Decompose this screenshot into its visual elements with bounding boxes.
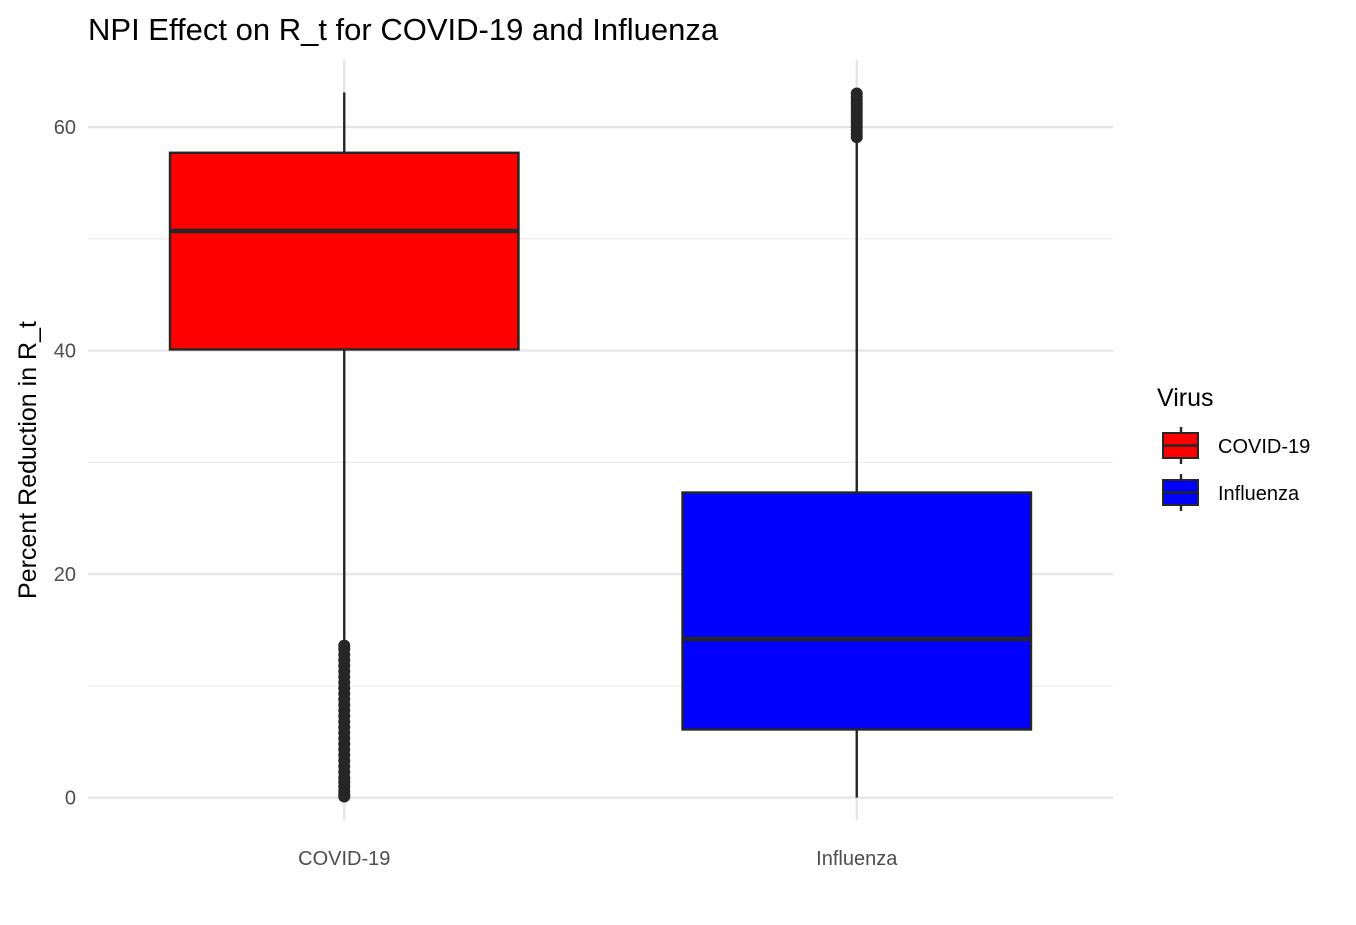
legend-item: Influenza: [1162, 474, 1300, 511]
y-tick-label: 20: [54, 564, 76, 586]
outlier-point: [850, 87, 863, 100]
legend-item: COVID-19: [1162, 427, 1310, 464]
legend-label: COVID-19: [1218, 436, 1310, 458]
legend-title: Virus: [1157, 384, 1214, 412]
y-tick-label: 60: [54, 117, 76, 139]
boxes-layer: [168, 87, 1033, 803]
box-covid-19: [168, 92, 520, 803]
x-tick-label: COVID-19: [298, 848, 390, 870]
x-tick-label: Influenza: [816, 848, 898, 870]
outlier-point: [338, 639, 351, 652]
y-axis-title: Percent Reduction in R_t: [14, 321, 42, 599]
y-tick-label: 0: [65, 788, 76, 810]
box-influenza: [681, 87, 1033, 798]
iqr-box: [681, 491, 1033, 731]
y-axis: 0 20 40 60: [54, 117, 76, 810]
legend: Virus COVID-19 Influenza: [1157, 384, 1310, 511]
chart-title: NPI Effect on R_t for COVID-19 and Influ…: [88, 12, 719, 47]
iqr-box: [168, 151, 520, 351]
y-tick-label: 40: [54, 341, 76, 363]
legend-label: Influenza: [1218, 483, 1300, 505]
x-axis: COVID-19 Influenza: [298, 848, 898, 870]
